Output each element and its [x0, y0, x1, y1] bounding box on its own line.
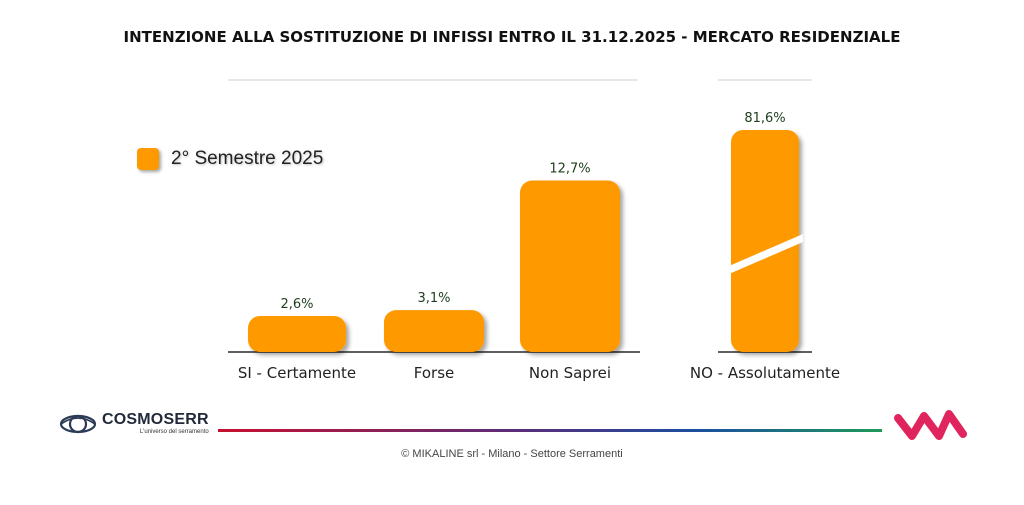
value-label-non-saprei: 12,7%: [549, 162, 590, 177]
axis-break-mark: [729, 234, 803, 274]
legend: 2° Semestre 2025: [137, 148, 323, 170]
bar-forse: [384, 310, 484, 352]
value-label-no-assolutamente: 81,6%: [744, 111, 785, 126]
category-label-si-certamente: SI - Certamente: [238, 364, 356, 382]
globe-icon: [59, 414, 97, 434]
bar-non-saprei: [520, 180, 620, 352]
value-label-si-certamente: 2,6%: [280, 297, 313, 312]
category-label-forse: Forse: [414, 364, 454, 382]
legend-label: 2° Semestre 2025: [171, 148, 324, 169]
cosmoserr-logo: COSMOSERR L'universo del serramento: [58, 410, 209, 438]
category-label-non-saprei: Non Saprei: [529, 364, 611, 382]
bar-chart: 2,6% SI - Certamente 3,1% Forse 12,7% Non Sap…: [228, 79, 840, 382]
value-label-forse: 3,1%: [417, 291, 450, 306]
mikaline-logo-icon: [894, 410, 967, 440]
legend-swatch: [137, 148, 159, 170]
brand-tagline: L'universo del serramento: [139, 429, 209, 435]
bar-no-assolutamente: [731, 130, 799, 352]
bar-si-certamente: [248, 316, 346, 352]
category-label-no-assolutamente: NO - Assolutamente: [690, 364, 840, 382]
brand-name: COSMOSERR: [102, 411, 209, 428]
footer-divider: [218, 429, 882, 432]
footer-copyright: © MIKALINE srl - Milano - Settore Serram…: [401, 448, 623, 460]
chart-title: INTENZIONE ALLA SOSTITUZIONE DI INFISSI …: [123, 28, 901, 46]
